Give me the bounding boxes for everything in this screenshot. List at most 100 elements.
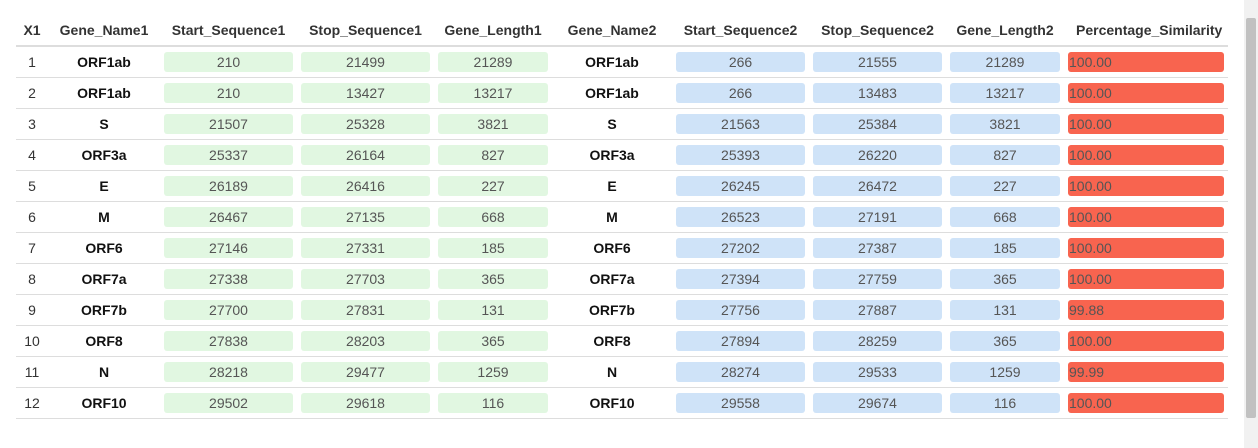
row-index-cell: 5 xyxy=(16,170,48,202)
table-row[interactable]: 7 ORF6 27146 27331 185 ORF6 27202 27387 185 100.0… xyxy=(16,232,1228,264)
start-sequence2-bar: 27894 xyxy=(676,331,805,351)
gene-name1-cell: ORF8 xyxy=(48,325,160,357)
stop-sequence1-cell: 27135 xyxy=(297,201,434,233)
gene-length2-bar: 116 xyxy=(950,393,1060,413)
table-row[interactable]: 4 ORF3a 25337 26164 827 ORF3a 25393 26220 827 100… xyxy=(16,139,1228,171)
row-index-cell: 6 xyxy=(16,201,48,233)
gene-length1-cell: 365 xyxy=(434,325,552,357)
start-sequence1-cell: 27838 xyxy=(160,325,297,357)
percentage-similarity-cell: 100.00 xyxy=(1064,201,1228,233)
percentage-similarity-cell: 100.00 xyxy=(1064,170,1228,202)
stop-sequence2-bar: 27887 xyxy=(813,300,942,320)
table-row[interactable]: 5 E 26189 26416 227 E 26245 26472 227 100.00 xyxy=(16,170,1228,202)
col-header-gene-name2[interactable]: Gene_Name2 xyxy=(552,14,672,47)
col-header-gene-name1[interactable]: Gene_Name1 xyxy=(48,14,160,47)
table-row[interactable]: 6 M 26467 27135 668 M 26523 27191 668 100.00 xyxy=(16,201,1228,233)
table-row[interactable]: 8 ORF7a 27338 27703 365 ORF7a 27394 27759 365 100… xyxy=(16,263,1228,295)
stop-sequence1-cell: 29618 xyxy=(297,387,434,419)
gene-name1-cell: ORF7a xyxy=(48,263,160,295)
col-header-stop-sequence2[interactable]: Stop_Sequence2 xyxy=(809,14,946,47)
gene-name1-cell: ORF1ab xyxy=(48,77,160,109)
gene-name1-cell: ORF3a xyxy=(48,139,160,171)
vertical-scrollbar[interactable] xyxy=(1244,0,1258,448)
gene-name2-cell: ORF7b xyxy=(552,294,672,326)
percentage-similarity-bar: 100.00 xyxy=(1068,114,1224,134)
col-header-percentage-similarity[interactable]: Percentage_Similarity xyxy=(1064,14,1228,47)
stop-sequence2-cell: 28259 xyxy=(809,325,946,357)
stop-sequence2-cell: 25384 xyxy=(809,108,946,140)
start-sequence1-bar: 27700 xyxy=(164,300,293,320)
col-header-x1[interactable]: X1 xyxy=(16,14,48,47)
gene-length1-bar: 116 xyxy=(438,393,548,413)
stop-sequence2-bar: 25384 xyxy=(813,114,942,134)
percentage-similarity-bar: 100.00 xyxy=(1068,52,1224,72)
start-sequence2-bar: 26523 xyxy=(676,207,805,227)
start-sequence2-bar: 27394 xyxy=(676,269,805,289)
gene-length2-bar: 3821 xyxy=(950,114,1060,134)
start-sequence1-cell: 210 xyxy=(160,46,297,78)
stop-sequence1-bar: 28203 xyxy=(301,331,430,351)
start-sequence1-cell: 210 xyxy=(160,77,297,109)
start-sequence1-bar: 210 xyxy=(164,52,293,72)
start-sequence1-cell: 21507 xyxy=(160,108,297,140)
percentage-similarity-bar: 99.99 xyxy=(1068,362,1224,382)
gene-length1-cell: 21289 xyxy=(434,46,552,78)
gene-length1-bar: 13217 xyxy=(438,83,548,103)
gene-name1-cell: M xyxy=(48,201,160,233)
table-row[interactable]: 9 ORF7b 27700 27831 131 ORF7b 27756 27887 131 99.… xyxy=(16,294,1228,326)
start-sequence1-cell: 27700 xyxy=(160,294,297,326)
row-index-cell: 12 xyxy=(16,387,48,419)
table-row[interactable]: 12 ORF10 29502 29618 116 ORF10 29558 29674 116 10… xyxy=(16,387,1228,419)
gene-length1-cell: 131 xyxy=(434,294,552,326)
col-header-start-sequence1[interactable]: Start_Sequence1 xyxy=(160,14,297,47)
gene-name1-cell: S xyxy=(48,108,160,140)
col-header-start-sequence2[interactable]: Start_Sequence2 xyxy=(672,14,809,47)
gene-length2-cell: 668 xyxy=(946,201,1064,233)
col-header-stop-sequence1[interactable]: Stop_Sequence1 xyxy=(297,14,434,47)
gene-name2-cell: ORF3a xyxy=(552,139,672,171)
table-row[interactable]: 11 N 28218 29477 1259 N 28274 29533 1259 99.99 xyxy=(16,356,1228,388)
stop-sequence1-cell: 21499 xyxy=(297,46,434,78)
gene-length1-cell: 185 xyxy=(434,232,552,264)
gene-length1-bar: 365 xyxy=(438,269,548,289)
stop-sequence2-bar: 27387 xyxy=(813,238,942,258)
start-sequence2-bar: 27202 xyxy=(676,238,805,258)
stop-sequence2-cell: 26472 xyxy=(809,170,946,202)
gene-length2-bar: 365 xyxy=(950,331,1060,351)
percentage-similarity-bar: 100.00 xyxy=(1068,176,1224,196)
stop-sequence1-bar: 25328 xyxy=(301,114,430,134)
percentage-similarity-cell: 100.00 xyxy=(1064,263,1228,295)
col-header-gene-length1[interactable]: Gene_Length1 xyxy=(434,14,552,47)
col-header-gene-length2[interactable]: Gene_Length2 xyxy=(946,14,1064,47)
stop-sequence1-bar: 13427 xyxy=(301,83,430,103)
gene-name2-cell: M xyxy=(552,201,672,233)
start-sequence1-cell: 29502 xyxy=(160,387,297,419)
start-sequence1-bar: 210 xyxy=(164,83,293,103)
percentage-similarity-cell: 100.00 xyxy=(1064,108,1228,140)
table-row[interactable]: 2 ORF1ab 210 13427 13217 ORF1ab 266 13483 13217 1… xyxy=(16,77,1228,109)
start-sequence1-cell: 26467 xyxy=(160,201,297,233)
gene-length1-cell: 365 xyxy=(434,263,552,295)
percentage-similarity-bar: 99.88 xyxy=(1068,300,1224,320)
row-index-cell: 4 xyxy=(16,139,48,171)
gene-length1-bar: 21289 xyxy=(438,52,548,72)
gene-length1-bar: 185 xyxy=(438,238,548,258)
stop-sequence2-cell: 27887 xyxy=(809,294,946,326)
gene-length1-cell: 227 xyxy=(434,170,552,202)
stop-sequence1-bar: 21499 xyxy=(301,52,430,72)
table-row[interactable]: 10 ORF8 27838 28203 365 ORF8 27894 28259 365 100.… xyxy=(16,325,1228,357)
scrollbar-thumb[interactable] xyxy=(1246,18,1256,418)
gene-length2-bar: 227 xyxy=(950,176,1060,196)
table-row[interactable]: 3 S 21507 25328 3821 S 21563 25384 3821 100.00 xyxy=(16,108,1228,140)
start-sequence1-bar: 21507 xyxy=(164,114,293,134)
row-index-cell: 1 xyxy=(16,46,48,78)
gene-length2-cell: 3821 xyxy=(946,108,1064,140)
gene-length2-bar: 131 xyxy=(950,300,1060,320)
percentage-similarity-bar: 100.00 xyxy=(1068,145,1224,165)
gene-length1-cell: 827 xyxy=(434,139,552,171)
start-sequence1-cell: 28218 xyxy=(160,356,297,388)
table-row[interactable]: 1 ORF1ab 210 21499 21289 ORF1ab 266 21555 21289 1… xyxy=(16,46,1228,78)
gene-length1-bar: 131 xyxy=(438,300,548,320)
start-sequence2-bar: 266 xyxy=(676,83,805,103)
percentage-similarity-cell: 100.00 xyxy=(1064,139,1228,171)
